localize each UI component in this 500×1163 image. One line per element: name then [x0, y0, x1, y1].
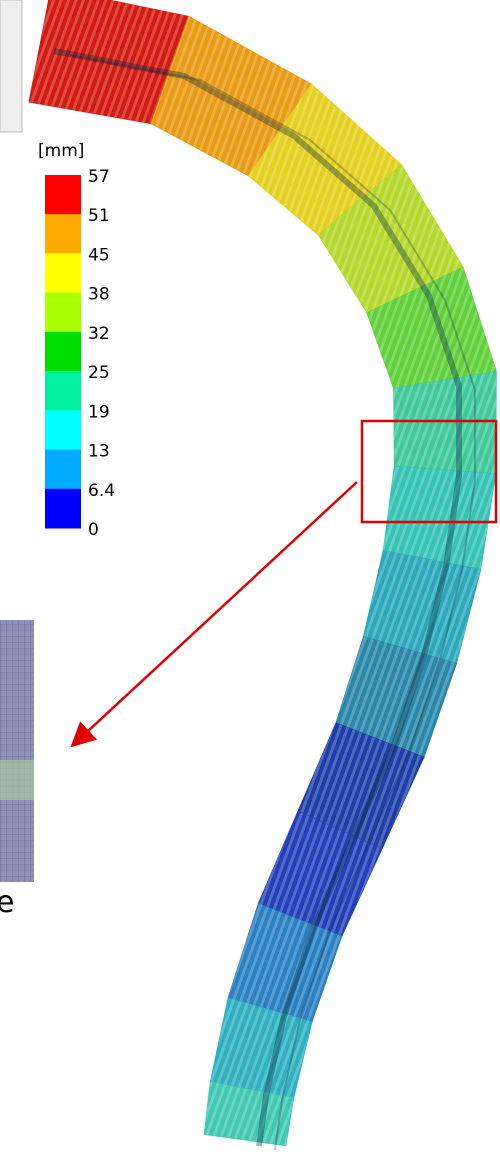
- scale-label: 57: [88, 167, 110, 187]
- page: e [mm] 57514538322519136.40 (() => { con…: [0, 0, 500, 1159]
- scale-band: [45, 175, 81, 215]
- scale-label: 45: [88, 245, 110, 265]
- scale-label: 32: [88, 324, 110, 344]
- scale-band: [45, 332, 81, 372]
- mesh-highlight: [0, 760, 34, 800]
- scale-band: [45, 410, 81, 450]
- scale-label: 19: [88, 402, 110, 422]
- scale-label: 51: [88, 206, 110, 226]
- scale-band: [45, 371, 81, 411]
- scale-band: [45, 214, 81, 254]
- scale-band: [45, 293, 81, 333]
- color-scale: 57 51 45 38 32 25 19 13 6.4 0: [45, 167, 115, 540]
- zoom-arrow: [74, 482, 357, 744]
- scale-label: 6.4: [88, 481, 115, 501]
- scale-label: 38: [88, 285, 110, 305]
- scale-label: 25: [88, 363, 110, 383]
- scale-band: [45, 489, 81, 529]
- scale-label: 13: [88, 442, 110, 462]
- fragment-text: e: [0, 885, 14, 920]
- figure: e [mm] 57 51 45 38 32 25 19 13 6.4 0: [0, 0, 500, 1159]
- scale-band: [45, 253, 81, 293]
- mesh-lines: [0, 620, 34, 882]
- structure-ribs: [394, 371, 497, 473]
- scale-label: 0: [88, 520, 99, 540]
- cropped-panel: [0, 0, 22, 132]
- scale-band: [45, 450, 81, 490]
- legend-unit: [mm]: [38, 141, 84, 161]
